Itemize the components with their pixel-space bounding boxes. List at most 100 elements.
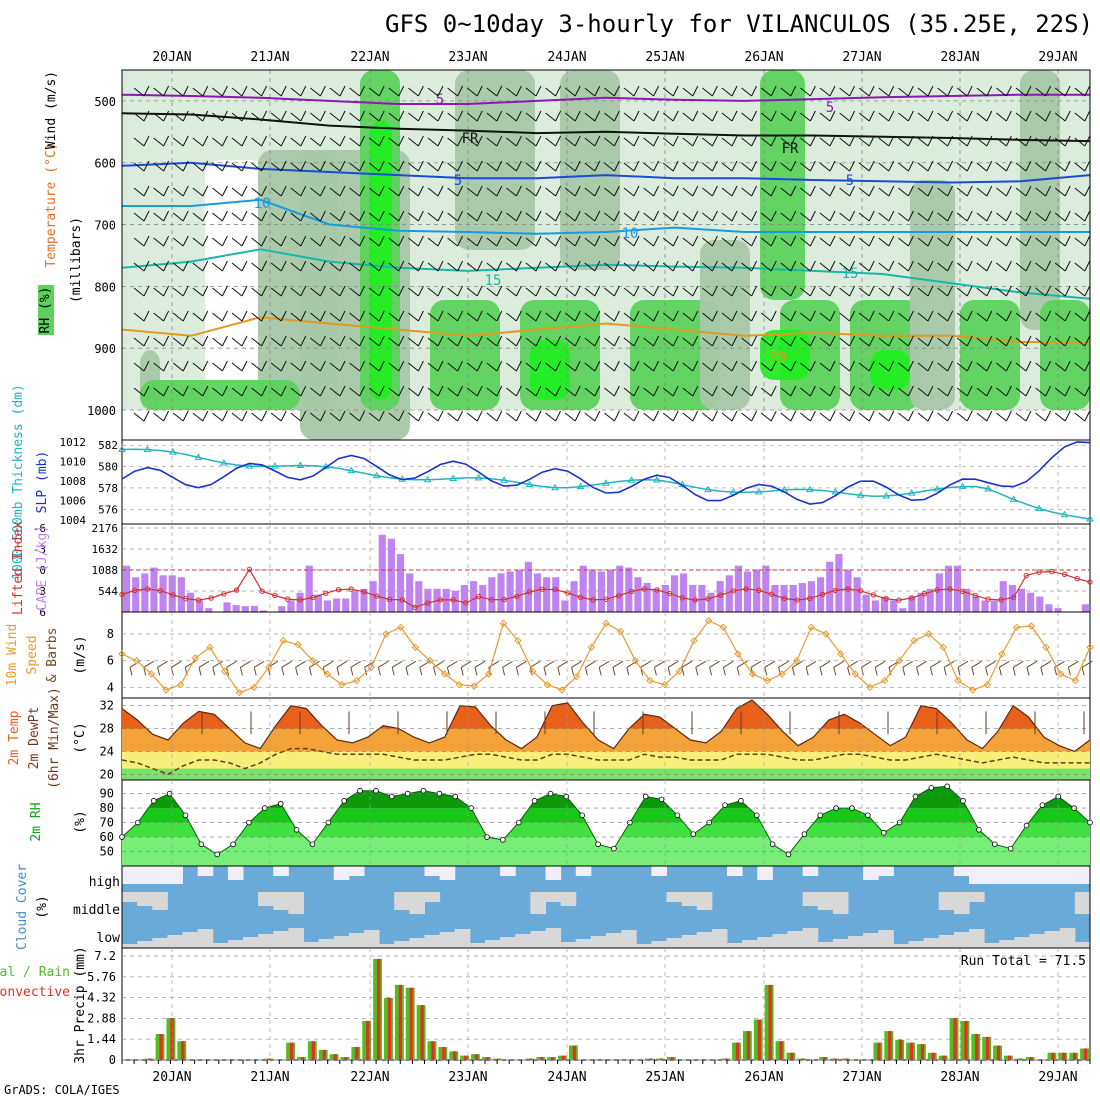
wind-barb xyxy=(839,260,856,272)
wind-barb xyxy=(682,85,699,97)
wind-barb xyxy=(858,85,875,97)
thickness-marker xyxy=(143,445,152,453)
cloud-low-gap xyxy=(908,941,925,948)
cloud-low-gap xyxy=(394,941,410,948)
cape-tick-label: 544 xyxy=(98,585,118,598)
wind-barb xyxy=(427,235,444,247)
wind-speed-marker xyxy=(206,643,214,652)
li-marker xyxy=(552,586,558,593)
precip-convective-bar xyxy=(550,1057,555,1060)
precip-convective-bar xyxy=(300,1057,305,1060)
cape-bar xyxy=(1045,604,1053,612)
surface-wind-barb xyxy=(446,660,458,676)
li-marker xyxy=(756,587,762,594)
wind-barb xyxy=(662,110,679,122)
wind-barb xyxy=(506,235,522,247)
wind-barb xyxy=(956,335,973,347)
wind-barb xyxy=(1035,360,1052,372)
precip-convective-bar xyxy=(899,1039,903,1060)
wind-barb xyxy=(800,385,816,397)
date-label-top: 21JAN xyxy=(250,50,289,65)
wind-speed-marker xyxy=(543,680,552,689)
cloud-high-gap xyxy=(984,866,1000,884)
cloud-low-gap xyxy=(772,934,788,948)
li-tick-label: -6 xyxy=(33,522,46,535)
wind-barb xyxy=(584,135,601,147)
surface-wind-barb xyxy=(543,660,555,676)
surface-wind-barb xyxy=(612,660,624,676)
cape-bar xyxy=(680,573,688,612)
wind-barb xyxy=(937,410,954,422)
wind-barb xyxy=(643,360,660,372)
cloud-low-gap xyxy=(137,941,153,948)
wind-barb xyxy=(133,335,150,347)
wind-barb xyxy=(800,85,816,97)
cape-bar xyxy=(963,588,971,612)
surface-wind-barb xyxy=(805,660,817,676)
wind-barb xyxy=(917,360,934,372)
rh-marker xyxy=(150,798,157,804)
li-marker xyxy=(297,597,304,603)
wind-barb xyxy=(878,335,895,347)
li-marker xyxy=(170,592,176,598)
wind-barb xyxy=(996,135,1012,147)
wind-speed-marker xyxy=(176,680,185,689)
wind-barb xyxy=(427,260,444,272)
thickness-marker xyxy=(449,474,458,481)
wind-barb xyxy=(506,260,522,272)
wind-barb xyxy=(290,185,307,197)
surface-wind-barb xyxy=(198,660,210,676)
wind-barb xyxy=(917,110,934,122)
wind-barb xyxy=(545,310,562,322)
cape-bar xyxy=(762,565,770,612)
wind-barb xyxy=(839,110,856,122)
precip-convective-bar xyxy=(648,1058,653,1060)
wind-speed-marker xyxy=(455,680,464,689)
wind-speed-marker xyxy=(807,623,816,632)
temp-tick-label: 32 xyxy=(100,699,114,713)
wind-barb xyxy=(839,335,856,347)
wind-barb xyxy=(584,235,601,247)
wind-barb xyxy=(506,360,522,372)
date-label-bottom: 20JAN xyxy=(152,1070,191,1085)
date-label-bottom: 29JAN xyxy=(1038,1070,1077,1085)
wind-speed-marker xyxy=(440,670,449,678)
cape-bar xyxy=(232,605,240,612)
wind-barb xyxy=(1074,260,1091,272)
surface-wind-barb xyxy=(336,660,348,676)
precip-tick-label: 0 xyxy=(109,1053,116,1067)
wind-barb xyxy=(1054,135,1071,147)
wind-barb xyxy=(1015,410,1032,422)
li-marker xyxy=(1074,576,1080,582)
precip-convective-bar xyxy=(1051,1052,1055,1060)
wind-axis-label: Wind (m/s) xyxy=(44,71,59,149)
wind-barb xyxy=(643,410,660,422)
wind-barb xyxy=(427,310,444,322)
wind-barb xyxy=(545,135,562,147)
precip-convective-bar xyxy=(529,1058,533,1060)
wind-barb xyxy=(408,260,424,272)
wind-barb xyxy=(741,210,758,222)
wind-barb xyxy=(956,360,973,372)
wind-barb xyxy=(780,410,797,422)
rh-marker xyxy=(325,819,332,826)
wind-barb xyxy=(898,260,914,272)
precip-convective-bar xyxy=(376,958,381,1060)
wind-barb xyxy=(231,360,248,372)
wind-barb xyxy=(231,210,248,222)
cape-bar xyxy=(250,605,258,612)
wind-barb xyxy=(643,385,660,397)
wind-barb xyxy=(153,135,170,147)
temperature-axis-label: Temperature (°C) xyxy=(44,142,59,267)
rh-marker xyxy=(880,829,887,836)
wind-barb xyxy=(251,410,268,422)
wind-barb xyxy=(466,185,483,197)
precip-convective-bar xyxy=(463,1055,468,1060)
rh-shade xyxy=(430,300,500,410)
li-marker xyxy=(119,591,125,598)
wind-barb xyxy=(898,110,914,122)
precip-convective-bar xyxy=(289,1042,294,1060)
wind-barb xyxy=(447,385,464,397)
